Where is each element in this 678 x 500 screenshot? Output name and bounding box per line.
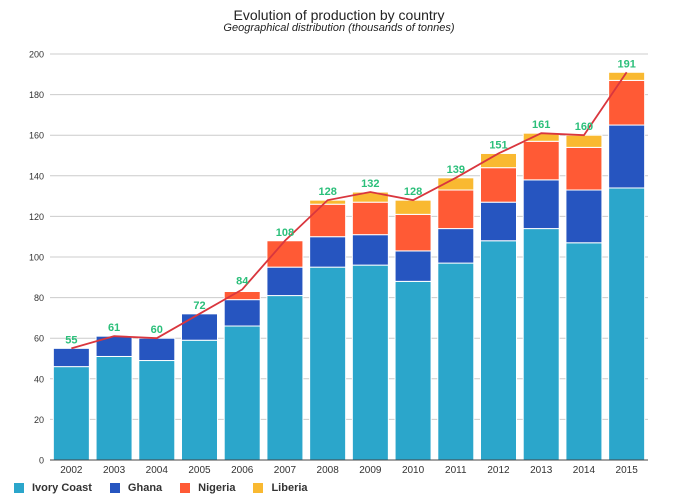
bar-segment-nigeria (309, 203, 347, 238)
bar-segment-liberia (394, 199, 432, 215)
y-tick-label: 120 (29, 212, 44, 222)
legend-label: Nigeria (198, 482, 236, 494)
bar-segment-nigeria (223, 291, 261, 301)
bar-segment-ghana (309, 236, 347, 268)
bar-segment-ivory-coast (266, 295, 304, 461)
x-tick-label: 2009 (359, 465, 382, 476)
data-label-total: 84 (236, 275, 249, 287)
data-label-total: 128 (318, 186, 336, 198)
bar-segment-ivory-coast (522, 228, 560, 461)
bar-segment-ivory-coast (52, 366, 90, 461)
y-tick-label: 100 (29, 253, 44, 263)
x-tick-label: 2012 (487, 465, 510, 476)
y-tick-label: 160 (29, 131, 44, 141)
x-tick-label: 2002 (60, 465, 83, 476)
bar-segment-ivory-coast (608, 187, 646, 461)
bar-segment-ghana (223, 299, 261, 327)
legend-swatch (253, 483, 264, 493)
stacked-bar-chart: 0 20 40 60 80 100 120 140 160 180 200 2002 2003 2004… (29, 50, 648, 476)
x-tick-label: 2004 (146, 465, 169, 476)
bar-segment-ivory-coast (351, 264, 389, 461)
total-line-path (71, 71, 628, 350)
data-label-total: 139 (447, 164, 465, 176)
bar-segment-ivory-coast (138, 360, 176, 461)
bar-segment-ghana (52, 347, 90, 368)
y-axis-ticks: 0 20 40 60 80 100 120 140 160 180 200 (29, 50, 44, 466)
bar-segment-ghana (522, 179, 560, 230)
bar-segment-ivory-coast (223, 325, 261, 461)
legend-item-nigeria[interactable]: Nigeria (180, 482, 235, 494)
x-tick-label: 2007 (274, 465, 297, 476)
bar-segment-nigeria (437, 189, 475, 230)
bar-segment-ivory-coast (480, 240, 517, 461)
bar-segment-ghana (565, 189, 603, 244)
bar-segment-nigeria (394, 213, 432, 252)
data-label-total: 60 (151, 324, 163, 336)
x-tick-label: 2006 (231, 465, 254, 476)
data-label-total: 55 (65, 334, 77, 346)
bar-segment-ghana (181, 313, 218, 341)
y-tick-label: 80 (34, 293, 44, 303)
bar-segment-ghana (266, 266, 304, 297)
legend-label: Ivory Coast (32, 482, 92, 494)
x-tick-label: 2011 (445, 465, 467, 476)
y-tick-label: 40 (34, 374, 44, 384)
data-label-total: 61 (108, 322, 120, 334)
bar-segment-ivory-coast (565, 242, 603, 461)
bar-segment-nigeria (351, 201, 389, 236)
bar-segment-ghana (608, 124, 646, 189)
y-tick-label: 180 (29, 90, 44, 100)
legend: Ivory Coast Ghana Nigeria Liberia (14, 480, 326, 496)
legend-label: Liberia (271, 482, 308, 494)
legend-item-ivory-coast[interactable]: Ivory Coast (14, 482, 92, 494)
total-line (71, 71, 628, 350)
x-axis-ticks: 2002 2003 2004 2005 2006 2007 2008 2009 2010 2011… (60, 465, 638, 476)
y-tick-label: 60 (34, 334, 44, 344)
bar-segment-ghana (351, 234, 389, 266)
bar-segment-nigeria (608, 79, 646, 126)
x-tick-label: 2005 (188, 465, 211, 476)
bar-segment-nigeria (565, 146, 603, 191)
data-label-total: 151 (489, 139, 507, 151)
bar-segment-ghana (437, 228, 475, 264)
y-tick-label: 140 (29, 171, 44, 181)
data-label-total: 191 (617, 58, 635, 70)
x-tick-label: 2015 (616, 465, 639, 476)
legend-item-liberia[interactable]: Liberia (253, 482, 308, 494)
chart-subtitle: Geographical distribution (thousands of … (223, 22, 455, 34)
y-tick-label: 20 (34, 415, 44, 425)
bar-segment-nigeria (522, 140, 560, 181)
x-tick-label: 2014 (573, 465, 596, 476)
x-tick-label: 2013 (530, 465, 553, 476)
total-labels: 55 61 60 72 84 108 128 132 128 139 151 161 160 191 (65, 58, 636, 346)
data-label-total: 108 (276, 227, 294, 239)
data-label-total: 160 (575, 121, 593, 133)
data-label-total: 161 (532, 119, 550, 131)
bar-segment-ghana (480, 201, 517, 242)
bar-segment-ghana (138, 337, 176, 362)
x-tick-label: 2003 (103, 465, 126, 476)
data-label-total: 128 (404, 186, 422, 198)
data-label-total: 132 (361, 178, 379, 190)
y-tick-label: 200 (29, 50, 44, 60)
legend-swatch (109, 483, 120, 493)
bar-segment-ghana (394, 250, 432, 282)
x-tick-label: 2008 (317, 465, 340, 476)
bar-segment-ivory-coast (95, 355, 133, 461)
x-tick-label: 2010 (402, 465, 425, 476)
bar-segment-nigeria (480, 167, 517, 203)
data-label-total: 72 (193, 300, 205, 312)
chart-title: Evolution of production by country (233, 7, 445, 23)
legend-item-ghana[interactable]: Ghana (109, 482, 163, 494)
bars (52, 71, 646, 461)
legend-swatch (14, 483, 24, 493)
legend-label: Ghana (127, 482, 163, 494)
bar-segment-ivory-coast (181, 339, 218, 461)
legend-swatch (180, 483, 191, 493)
bar-segment-ivory-coast (309, 266, 347, 461)
bar-segment-ivory-coast (394, 280, 432, 461)
bar-segment-liberia (565, 134, 603, 148)
bar-segment-ivory-coast (437, 262, 475, 461)
y-tick-label: 0 (39, 456, 44, 466)
